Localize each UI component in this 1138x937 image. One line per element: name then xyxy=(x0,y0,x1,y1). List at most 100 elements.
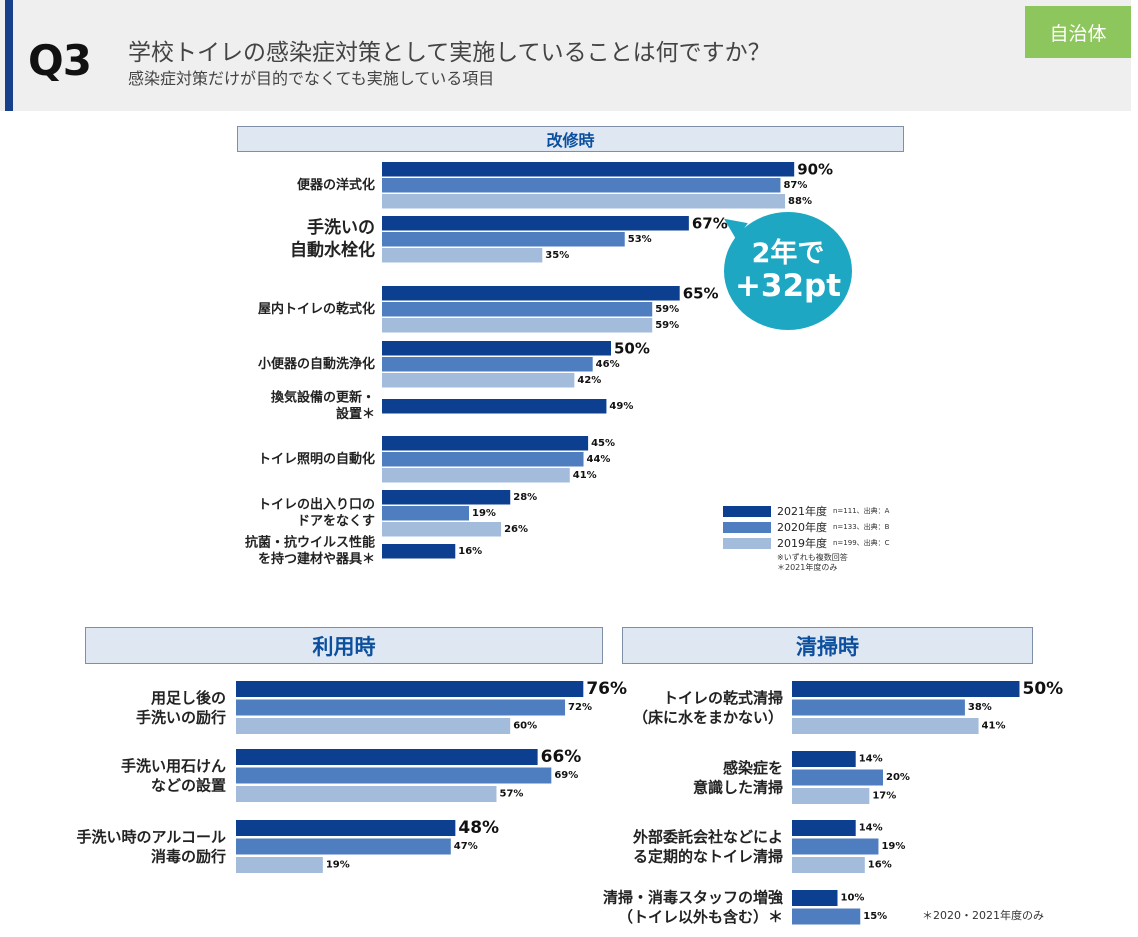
bar-usage-0-2021 xyxy=(236,681,584,697)
value-label-cleaning-0-2021: 50% xyxy=(1023,679,1064,699)
bar-renovation-2-2021 xyxy=(382,286,680,301)
question-header: Q3 学校トイレの感染症対策として実施していることは何ですか？ 感染症対策だけが… xyxy=(0,0,1131,111)
value-label-renovation-3-2020: 46% xyxy=(596,359,620,370)
callout-line-1: 2年で xyxy=(751,238,825,270)
value-label-cleaning-1-2021: 14% xyxy=(859,754,883,765)
bar-usage-1-2021 xyxy=(236,749,538,765)
question-number: Q3 xyxy=(28,36,92,85)
value-label-renovation-5-2020: 44% xyxy=(587,454,611,465)
bar-usage-2-2019 xyxy=(236,857,323,873)
bar-renovation-1-2021 xyxy=(382,216,689,231)
value-label-renovation-1-2019: 35% xyxy=(545,250,569,261)
value-label-usage-2-2021: 48% xyxy=(458,818,499,838)
bar-renovation-5-2021 xyxy=(382,436,589,451)
category-label-renovation-0: 便器の洋式化 xyxy=(297,177,375,193)
bar-cleaning-2-2021 xyxy=(792,820,856,836)
value-label-usage-0-2020: 72% xyxy=(568,702,592,713)
bar-renovation-1-2019 xyxy=(382,248,543,263)
bar-cleaning-3-2020 xyxy=(792,908,861,925)
legend-sub-2020: n=133、出典：B xyxy=(833,523,890,531)
category-label-cleaning-0: トイレの乾式清掃（床に水をまかない） xyxy=(633,689,783,727)
value-label-cleaning-2-2020: 19% xyxy=(881,841,905,852)
respondent-tag: 自治体 xyxy=(1025,6,1131,58)
legend-item-2019: 2019年度 n=199、出典：C xyxy=(723,535,890,551)
section-title-renovation: 改修時 xyxy=(237,126,904,152)
value-label-cleaning-2-2019: 16% xyxy=(868,860,892,871)
bar-renovation-6-2019 xyxy=(382,522,502,537)
bar-renovation-4-2021 xyxy=(382,399,607,414)
value-label-renovation-6-2021: 28% xyxy=(513,492,537,503)
legend-label-2021: 2021年度 xyxy=(777,505,827,518)
bar-renovation-5-2019 xyxy=(382,468,570,483)
legend-swatch-2020 xyxy=(723,521,771,533)
value-label-cleaning-3-2021: 10% xyxy=(841,893,865,904)
bar-cleaning-1-2021 xyxy=(792,751,856,767)
value-label-renovation-0-2019: 88% xyxy=(788,196,812,207)
bar-renovation-1-2020 xyxy=(382,232,625,247)
question-subtitle: 感染症対策だけが目的でなくても実施している項目 xyxy=(128,69,495,88)
cleaning-footnote: ＊2020・2021年度のみ xyxy=(922,909,1044,922)
category-label-renovation-3: 小便器の自動洗浄化 xyxy=(258,356,375,372)
legend-label-2020: 2020年度 xyxy=(777,521,827,534)
bar-cleaning-3-2021 xyxy=(792,890,838,906)
legend: 2021年度 n=111、出典：A 2020年度 n=133、出典：B 2019… xyxy=(723,503,890,573)
header-accent-bar xyxy=(5,0,13,111)
value-label-renovation-5-2019: 41% xyxy=(573,470,597,481)
value-label-cleaning-0-2020: 38% xyxy=(968,702,992,713)
value-label-renovation-6-2020: 19% xyxy=(472,508,496,519)
legend-sub-2021: n=111、出典：A xyxy=(833,507,890,515)
bar-cleaning-0-2019 xyxy=(792,718,979,734)
bar-renovation-0-2019 xyxy=(382,194,786,209)
value-label-renovation-7-2021: 16% xyxy=(458,546,482,557)
callout-bubble: 2年で +32pt xyxy=(724,212,852,330)
bar-renovation-3-2019 xyxy=(382,373,575,388)
value-label-cleaning-2-2021: 14% xyxy=(859,823,883,834)
category-label-renovation-5: トイレ照明の自動化 xyxy=(258,451,375,467)
value-label-renovation-2-2021: 65% xyxy=(683,284,719,302)
category-label-cleaning-2: 外部委託会社などによる定期的なトイレ清掃 xyxy=(632,828,783,866)
legend-item-2021: 2021年度 n=111、出典：A xyxy=(723,503,890,519)
value-label-renovation-4-2021: 49% xyxy=(609,401,633,412)
section-title-usage: 利用時 xyxy=(85,627,603,664)
bar-usage-1-2019 xyxy=(236,786,497,802)
value-label-cleaning-1-2020: 20% xyxy=(886,772,910,783)
value-label-usage-1-2020: 69% xyxy=(554,770,578,781)
value-label-cleaning-0-2019: 41% xyxy=(982,721,1006,732)
category-label-renovation-6: トイレの出入り口のドアをなくす xyxy=(258,496,375,529)
value-label-usage-1-2021: 66% xyxy=(541,747,582,767)
value-label-renovation-1-2021: 67% xyxy=(692,214,728,232)
bar-cleaning-2-2019 xyxy=(792,857,865,873)
value-label-usage-0-2019: 60% xyxy=(513,721,537,732)
value-label-renovation-2-2019: 59% xyxy=(655,320,679,331)
bar-renovation-2-2020 xyxy=(382,302,653,317)
question-title: 学校トイレの感染症対策として実施していることは何ですか？ xyxy=(128,40,771,66)
value-label-renovation-2-2020: 59% xyxy=(655,304,679,315)
bar-renovation-0-2021 xyxy=(382,162,795,177)
category-label-renovation-2: 屋内トイレの乾式化 xyxy=(258,301,375,317)
bar-renovation-0-2020 xyxy=(382,178,781,193)
legend-item-2020: 2020年度 n=133、出典：B xyxy=(723,519,890,535)
bar-cleaning-2-2020 xyxy=(792,838,879,855)
value-label-cleaning-1-2019: 17% xyxy=(872,791,896,802)
category-label-renovation-7: 抗菌・抗ウイルス性能を持つ建材や器具＊ xyxy=(245,534,375,567)
bar-cleaning-1-2020 xyxy=(792,769,883,786)
bar-usage-2-2021 xyxy=(236,820,456,836)
callout-line-2: +32pt xyxy=(734,267,842,304)
category-label-cleaning-1: 感染症を意識した清掃 xyxy=(693,759,783,797)
value-label-usage-0-2021: 76% xyxy=(586,679,627,699)
legend-note-multiple-answers: ※いずれも複数回答 xyxy=(777,553,848,562)
bar-renovation-7-2021 xyxy=(382,544,456,559)
category-label-renovation-4: 換気設備の更新・設置＊ xyxy=(271,389,375,422)
legend-sub-2019: n=199、出典：C xyxy=(833,539,890,547)
bar-renovation-2-2019 xyxy=(382,318,653,333)
category-label-usage-0: 用足し後の手洗いの励行 xyxy=(136,689,226,727)
value-label-usage-2-2019: 19% xyxy=(326,860,350,871)
bar-cleaning-0-2021 xyxy=(792,681,1020,697)
value-label-renovation-0-2020: 87% xyxy=(783,180,807,191)
bar-cleaning-0-2020 xyxy=(792,699,965,716)
category-label-usage-2: 手洗い時のアルコール消毒の励行 xyxy=(76,828,226,866)
category-label-cleaning-3: 清掃・消毒スタッフの増強（トイレ以外も含む）＊ xyxy=(603,889,783,927)
bar-usage-2-2020 xyxy=(236,838,451,855)
value-label-renovation-3-2019: 42% xyxy=(577,375,601,386)
